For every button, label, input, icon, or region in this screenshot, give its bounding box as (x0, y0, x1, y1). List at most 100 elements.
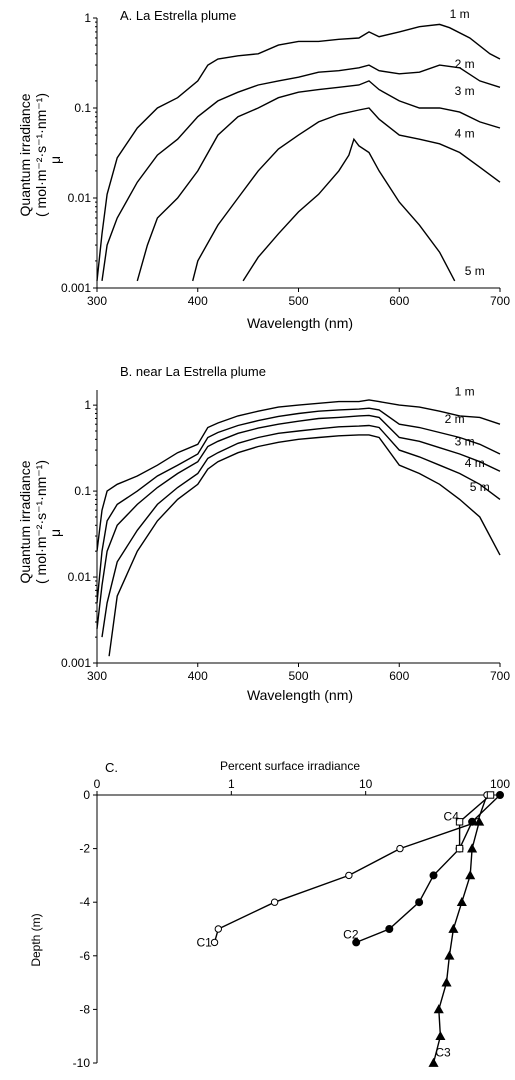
panel-a-curve-2m (101, 64, 501, 281)
panel-c-marker-C2 (385, 925, 394, 933)
panel-c-series-label: C3 (435, 1045, 451, 1059)
panel-c-marker-C1 (214, 925, 223, 933)
panel-c-marker-C4 (455, 818, 464, 826)
panel-a-curve-label: 4 m (455, 127, 475, 141)
panel-c-line-C3 (432, 821, 480, 1064)
panel-c-x-tick-label: 1 (228, 777, 235, 791)
panel-c-marker-C2 (352, 938, 361, 947)
panel-c-ylabel: Depth (m) (29, 913, 43, 966)
panel-c-series-label: C1 (196, 935, 212, 949)
panel-b-x-tick-label: 500 (288, 669, 308, 683)
panel-a-curve-label: 5 m (465, 264, 485, 278)
panel-b-curve-3m (96, 414, 501, 629)
panel-a-curve-1m (96, 23, 501, 281)
panel-b-curve-4m (101, 424, 501, 638)
panel-c-marker-C1 (210, 938, 219, 947)
panel-a-curve-label: 2 m (455, 57, 475, 71)
panel-b-curve-label: 1 m (455, 384, 475, 398)
panel-b-y-tick-label: 0.01 (68, 570, 92, 584)
panel-b-axes: 300 400 500 600 700 0.001 0.01 0.1 1 (61, 390, 510, 683)
panel-a-x-tick-label: 400 (188, 294, 208, 308)
panel-c-marker-C3 (456, 896, 467, 907)
panel-a: A. La Estrella plume Quantum irradiance … (17, 7, 510, 331)
panel-c-marker-C3 (465, 870, 476, 880)
panel-c-marker-C4 (455, 844, 464, 853)
panel-b-curve-1m (96, 399, 501, 552)
panel-a-x-tick-label: 300 (87, 294, 107, 308)
panel-c-marker-C1 (345, 871, 353, 880)
panel-b-x-tick-label: 400 (188, 669, 208, 683)
panel-b-y-tick-label: 1 (84, 398, 91, 412)
panel-b-x-tick-label: 700 (490, 669, 510, 683)
panel-b-curve-5m (108, 434, 501, 657)
panel-b-ylabel-1: Quantum irradiance (17, 460, 33, 583)
panel-b-curve-label: 5 m (470, 480, 490, 494)
panel-a-y-tick-label: 0.001 (61, 281, 91, 295)
panel-a-y-tick-label: 1 (84, 11, 91, 25)
panel-c-marker-C2 (468, 817, 477, 826)
panel-c-marker-C2 (496, 791, 504, 799)
panel-c-y-tick-label: -6 (79, 949, 90, 963)
panel-a-x-tick-label: 600 (389, 294, 409, 308)
panel-c-title: C. (105, 760, 118, 775)
panel-a-curves: 1 m 2 m 3 m 4 m 5 m (96, 7, 501, 282)
panel-c-marker-C3 (444, 950, 455, 960)
panel-c-curves: C1 C2 C3 C4 (196, 791, 504, 1067)
panel-c-x-tick-label: 0 (94, 777, 101, 791)
panel-c-y-tick-label: -10 (73, 1056, 91, 1070)
panel-a-ylabel-2: ( mol·m⁻²·s⁻¹·nm⁻¹) (33, 93, 49, 217)
panel-a-curve-3m (136, 80, 501, 282)
panel-b-curves: 1 m 2 m 3 m 4 m 5 m (96, 384, 501, 657)
panel-a-y-tick-label: 0.1 (74, 101, 91, 115)
panel-c-marker-C2 (429, 871, 438, 880)
panel-c-x-tick-label: 10 (359, 777, 373, 791)
panel-c-marker-C1 (270, 898, 279, 906)
panel-a-x-tick-label: 700 (490, 294, 510, 308)
panel-c: C. Percent surface irradiance Depth (m) … (29, 759, 510, 1070)
panel-c-marker-C2 (415, 898, 424, 907)
panel-b-y-tick-label: 0.1 (74, 484, 91, 498)
panel-b: B. near La Estrella plume Quantum irradi… (17, 364, 510, 703)
panel-a-curve-label: 3 m (455, 84, 475, 98)
panel-c-y-tick-label: -4 (79, 895, 90, 909)
panel-b-xlabel: Wavelength (nm) (247, 687, 353, 703)
panel-a-ylabel-1: Quantum irradiance (17, 93, 33, 216)
panel-c-y-tick-label: 0 (83, 788, 90, 802)
panel-b-curve-label: 4 m (465, 456, 485, 470)
panel-c-marker-C3 (441, 977, 452, 987)
panel-c-x-tick-label: 100 (490, 777, 510, 791)
panel-c-marker-C3 (448, 923, 459, 933)
panel-b-ylabel-mu: μ (47, 529, 63, 537)
panel-c-marker-C3 (435, 1030, 446, 1041)
panel-a-title: A. La Estrella plume (120, 8, 236, 23)
panel-a-curve-4m (192, 107, 501, 282)
panel-c-marker-C3 (474, 816, 485, 826)
panel-c-series-label: C2 (343, 927, 359, 941)
panel-b-ylabel-2: ( mol·m⁻²·s⁻¹·nm⁻¹) (33, 460, 49, 584)
panel-c-axes: 0 1 10 100 0 -2 -4 -6 -8 -10 (73, 777, 511, 1070)
panel-b-title: B. near La Estrella plume (120, 364, 266, 379)
panel-b-y-tick-label: 0.001 (61, 656, 91, 670)
panel-c-marker-C4 (486, 791, 495, 799)
panel-a-curve-label: 1 m (450, 7, 470, 21)
panel-b-x-tick-label: 300 (87, 669, 107, 683)
panel-c-marker-C3 (433, 1004, 444, 1014)
panel-a-xlabel: Wavelength (nm) (247, 315, 353, 331)
panel-a-x-tick-label: 500 (288, 294, 308, 308)
panel-b-curve-2m (96, 407, 501, 603)
panel-a-axes: 300 400 500 600 700 0.001 0.01 0.1 1 (61, 11, 510, 308)
panel-c-marker-C1 (396, 844, 404, 853)
panel-c-y-tick-label: -8 (79, 1002, 90, 1016)
panel-c-series-label: C4 (444, 809, 460, 823)
panel-c-y-tick-label: -2 (79, 842, 90, 856)
panel-c-xlabel: Percent surface irradiance (220, 759, 360, 773)
panel-a-ylabel-mu: μ (47, 156, 63, 164)
panel-c-marker-C3 (428, 1057, 439, 1067)
panel-c-marker-C3 (467, 843, 478, 853)
panel-b-curve-label: 2 m (445, 412, 465, 426)
panel-a-y-tick-label: 0.01 (68, 191, 92, 205)
panel-a-curve-5m (242, 137, 456, 282)
panel-b-x-tick-label: 600 (389, 669, 409, 683)
panel-b-curve-label: 3 m (455, 434, 475, 448)
